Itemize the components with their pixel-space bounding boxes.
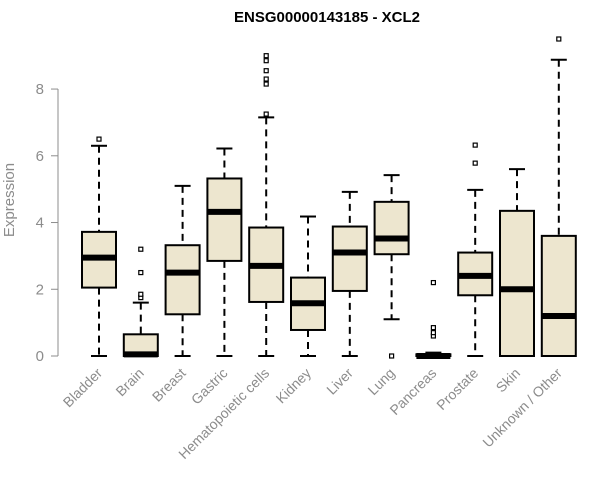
y-tick-label: 8 bbox=[36, 81, 44, 98]
box-prostate bbox=[457, 142, 494, 357]
outlier-point bbox=[389, 353, 395, 359]
chart-title: ENSG00000143185 - XCL2 bbox=[234, 9, 420, 26]
x-category-label: Bladder bbox=[60, 365, 106, 411]
iqr-box bbox=[499, 209, 535, 357]
outlier-point bbox=[430, 330, 436, 336]
boxes-group bbox=[81, 36, 577, 359]
outlier-point bbox=[556, 36, 562, 42]
iqr-box bbox=[331, 225, 368, 292]
outlier-point bbox=[263, 81, 269, 87]
box-unknown-other bbox=[540, 36, 577, 357]
outlier-point bbox=[96, 136, 102, 142]
box-breast bbox=[164, 184, 201, 357]
outlier-point bbox=[263, 68, 269, 74]
box-hematopoietic-cells bbox=[248, 53, 285, 357]
y-tick-label: 0 bbox=[36, 348, 44, 365]
x-category-label: Kidney bbox=[273, 365, 315, 407]
outlier-point bbox=[472, 160, 478, 166]
y-axis: 0 2 4 6 8 bbox=[36, 81, 59, 365]
outlier-point bbox=[138, 291, 144, 297]
y-tick-label: 6 bbox=[36, 148, 44, 165]
outlier-point bbox=[263, 76, 269, 82]
box-lung bbox=[373, 174, 410, 359]
x-category-label: Skin bbox=[493, 365, 524, 396]
outlier-point bbox=[430, 279, 436, 286]
box-bladder bbox=[81, 136, 117, 357]
iqr-box bbox=[164, 244, 201, 316]
outlier-point bbox=[138, 269, 144, 276]
outlier-point bbox=[263, 53, 269, 59]
x-category-label: Brain bbox=[112, 365, 146, 399]
x-category-label: Prostate bbox=[433, 365, 481, 413]
box-gastric bbox=[206, 147, 243, 357]
x-category-label: Breast bbox=[149, 365, 189, 405]
x-category-label: Liver bbox=[323, 365, 356, 398]
iqr-box bbox=[373, 200, 410, 256]
y-axis-label: Expression bbox=[1, 163, 18, 237]
box-brain bbox=[122, 246, 159, 358]
outlier-point bbox=[263, 111, 269, 117]
x-category-label: Lung bbox=[364, 365, 397, 398]
outlier-point bbox=[138, 246, 144, 252]
box-skin bbox=[499, 168, 535, 357]
y-tick-label: 2 bbox=[36, 281, 44, 298]
y-tick-label: 4 bbox=[36, 215, 44, 232]
x-category-label: Unknown / Other bbox=[479, 365, 565, 451]
box-pancreas bbox=[415, 279, 452, 359]
iqr-box bbox=[540, 234, 577, 357]
box-liver bbox=[331, 190, 368, 357]
outlier-point bbox=[430, 325, 436, 331]
outlier-point bbox=[263, 58, 269, 64]
outlier-point bbox=[472, 142, 478, 148]
iqr-box bbox=[206, 177, 243, 262]
box-kidney bbox=[290, 215, 326, 357]
